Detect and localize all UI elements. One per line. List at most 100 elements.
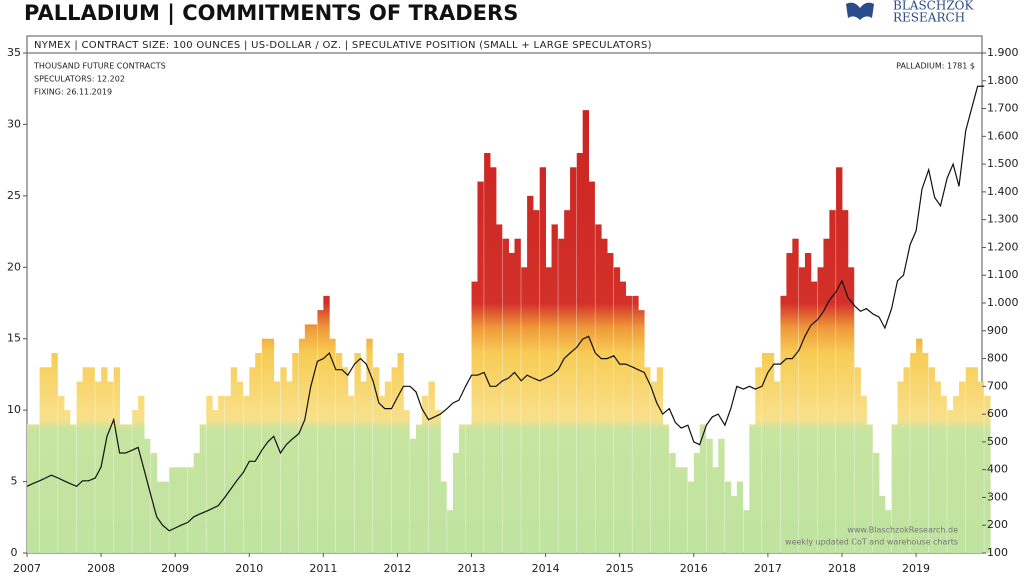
bar xyxy=(310,324,318,553)
y2-tick-label: 100 xyxy=(987,546,1008,559)
bar xyxy=(502,238,509,553)
bar xyxy=(372,367,380,553)
bar xyxy=(484,153,491,553)
bar xyxy=(45,367,52,553)
bar xyxy=(447,510,454,553)
y2-tick-label: 1.200 xyxy=(987,240,1019,253)
y2-tick-label: 1.400 xyxy=(987,185,1019,198)
bar xyxy=(971,367,978,553)
price-line xyxy=(26,85,985,532)
bar xyxy=(101,367,108,553)
bar xyxy=(601,238,608,553)
bar xyxy=(564,210,571,553)
bar xyxy=(199,424,206,553)
bar xyxy=(39,367,46,553)
y2-tick-label: 1.600 xyxy=(987,129,1019,142)
x-tick-label: 2009 xyxy=(161,562,189,575)
bar xyxy=(490,167,497,554)
logo-text: BLASCHZOK xyxy=(893,0,974,13)
bar xyxy=(187,467,195,553)
bar xyxy=(249,367,256,553)
bar xyxy=(780,295,787,553)
bar xyxy=(243,395,250,553)
bar xyxy=(514,238,521,553)
bar xyxy=(576,153,584,553)
annotation: SPECULATORS: 12.202 xyxy=(34,75,125,84)
bar xyxy=(64,410,71,553)
bar xyxy=(391,367,398,553)
bar xyxy=(947,410,954,553)
bar xyxy=(662,424,670,553)
bar xyxy=(595,224,602,553)
bar xyxy=(304,324,312,553)
bar xyxy=(921,353,929,553)
plot-area xyxy=(26,85,991,554)
y-tick-label: 25 xyxy=(7,189,21,202)
bar xyxy=(699,424,707,553)
bar xyxy=(681,467,688,553)
x-tick-label: 2012 xyxy=(383,562,411,575)
bar xyxy=(823,238,830,553)
annotation: FIXING: 26.11.2019 xyxy=(34,88,112,97)
bar xyxy=(95,381,102,553)
bar xyxy=(495,224,503,553)
bar xyxy=(817,267,824,553)
bar xyxy=(773,381,781,553)
bar xyxy=(588,181,595,554)
bar xyxy=(88,367,95,553)
bar xyxy=(267,338,275,553)
bar xyxy=(477,181,484,554)
y-tick-label: 30 xyxy=(7,117,21,130)
bar xyxy=(551,224,558,553)
bar xyxy=(286,381,293,553)
bar xyxy=(27,424,34,553)
bar xyxy=(897,381,904,553)
bar xyxy=(533,210,540,553)
x-tick-label: 2011 xyxy=(309,562,337,575)
bar xyxy=(508,253,515,553)
bar xyxy=(743,510,750,553)
bar xyxy=(847,267,855,553)
bar xyxy=(829,210,836,553)
bar xyxy=(792,238,799,553)
y2-tick-label: 1.500 xyxy=(987,157,1019,170)
bar xyxy=(749,424,756,553)
bar xyxy=(656,367,664,553)
bar xyxy=(329,338,336,553)
bar xyxy=(156,481,163,553)
y2-tick-label: 200 xyxy=(987,518,1008,531)
y-tick-label: 0 xyxy=(11,546,18,559)
bar xyxy=(458,424,466,553)
bar xyxy=(144,438,151,553)
y-tick-label: 5 xyxy=(11,475,18,488)
bar xyxy=(403,410,410,553)
bar xyxy=(687,481,695,553)
y2-tick-label: 1.900 xyxy=(987,46,1019,59)
bar xyxy=(934,381,941,553)
bar xyxy=(273,381,281,553)
bar xyxy=(527,195,534,553)
bar xyxy=(854,367,861,553)
y-tick-label: 15 xyxy=(7,332,21,345)
x-tick-label: 2017 xyxy=(754,562,782,575)
x-tick-label: 2007 xyxy=(13,562,41,575)
bar xyxy=(354,353,361,553)
x-tick-label: 2008 xyxy=(87,562,115,575)
bar xyxy=(545,267,552,553)
y2-tick-label: 500 xyxy=(987,435,1008,448)
bar xyxy=(928,367,935,553)
bar xyxy=(397,353,404,553)
bar xyxy=(280,367,287,553)
bar xyxy=(175,467,182,553)
bar xyxy=(940,395,947,553)
bar xyxy=(212,410,219,553)
bar xyxy=(879,495,886,553)
bar xyxy=(810,281,818,553)
bar xyxy=(421,395,429,553)
bar xyxy=(224,395,232,553)
bar xyxy=(582,110,589,554)
y2-tick-label: 700 xyxy=(987,379,1008,392)
bar xyxy=(916,338,923,553)
bar xyxy=(786,253,793,553)
